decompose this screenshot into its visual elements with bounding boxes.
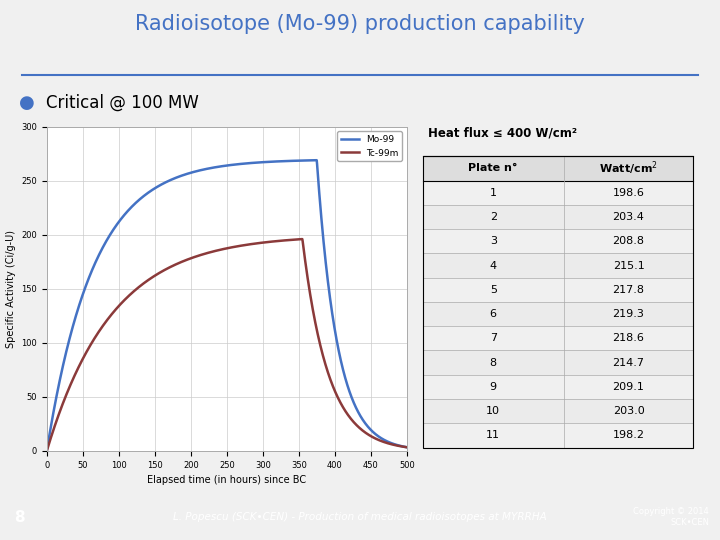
Text: 11: 11: [486, 430, 500, 441]
Text: 209.1: 209.1: [613, 382, 644, 392]
Text: 6: 6: [490, 309, 497, 319]
Mo-99: [79, 289, 88, 295]
Text: 3: 3: [490, 236, 497, 246]
Text: ●: ●: [19, 93, 35, 112]
Text: 8: 8: [490, 357, 497, 368]
Tc-99m: [42, 448, 51, 454]
Tc-99m: [201, 251, 210, 257]
Mo-99: [323, 278, 332, 285]
Text: 7: 7: [490, 333, 497, 343]
Tc-99m: [330, 387, 338, 393]
Tc-99m: [298, 236, 307, 242]
Bar: [423, 350, 693, 375]
Bar: [423, 253, 693, 278]
Bar: [423, 156, 693, 180]
Text: 4: 4: [490, 260, 497, 271]
Tc-99m: [79, 354, 88, 361]
Mo-99: [289, 158, 298, 164]
Text: 8: 8: [14, 510, 25, 524]
Text: 219.3: 219.3: [613, 309, 644, 319]
Text: 198.2: 198.2: [613, 430, 644, 441]
Mo-99: [42, 448, 51, 454]
Text: Watt/cm$^2$: Watt/cm$^2$: [599, 160, 658, 177]
Y-axis label: Specific Activity (Ci/g-U): Specific Activity (Ci/g-U): [6, 230, 16, 348]
Bar: [423, 205, 693, 229]
Line: Mo-99: Mo-99: [47, 160, 407, 451]
Text: 9: 9: [490, 382, 497, 392]
Text: 10: 10: [486, 406, 500, 416]
Text: 214.7: 214.7: [613, 357, 644, 368]
Text: 208.8: 208.8: [613, 236, 644, 246]
Tc-99m: [188, 254, 197, 261]
Text: Radioisotope (Mo-99) production capability: Radioisotope (Mo-99) production capabili…: [135, 14, 585, 35]
Mo-99: [188, 169, 197, 176]
Text: 217.8: 217.8: [613, 285, 644, 295]
Text: 198.6: 198.6: [613, 188, 644, 198]
X-axis label: Elapsed time (in hours) since BC: Elapsed time (in hours) since BC: [147, 475, 307, 485]
Text: 2: 2: [490, 212, 497, 222]
Text: Critical @ 100 MW: Critical @ 100 MW: [45, 93, 199, 112]
Text: L. Popescu (SCK•CEN) - Production of medical radioisotopes at MYRRHA: L. Popescu (SCK•CEN) - Production of med…: [173, 512, 547, 522]
Text: 1: 1: [490, 188, 497, 198]
Line: Tc-99m: Tc-99m: [47, 239, 407, 451]
Legend: Mo-99, Tc-99m: Mo-99, Tc-99m: [338, 131, 402, 161]
Text: Plate n°: Plate n°: [469, 164, 518, 173]
Mo-99: [201, 166, 210, 172]
Mo-99: [402, 444, 411, 450]
Text: 218.6: 218.6: [613, 333, 644, 343]
Bar: [423, 399, 693, 423]
Bar: [423, 156, 693, 448]
Mo-99: [330, 324, 338, 330]
Tc-99m: [402, 444, 411, 450]
Text: 203.4: 203.4: [613, 212, 644, 222]
Bar: [423, 302, 693, 326]
Text: Heat flux ≤ 400 W/cm²: Heat flux ≤ 400 W/cm²: [428, 126, 577, 139]
Mo-99: [312, 157, 321, 164]
Text: 5: 5: [490, 285, 497, 295]
Text: Copyright © 2014
SCK•CEN: Copyright © 2014 SCK•CEN: [634, 507, 709, 528]
Text: 215.1: 215.1: [613, 260, 644, 271]
Tc-99m: [323, 369, 332, 375]
Tc-99m: [289, 237, 298, 243]
Text: 203.0: 203.0: [613, 406, 644, 416]
